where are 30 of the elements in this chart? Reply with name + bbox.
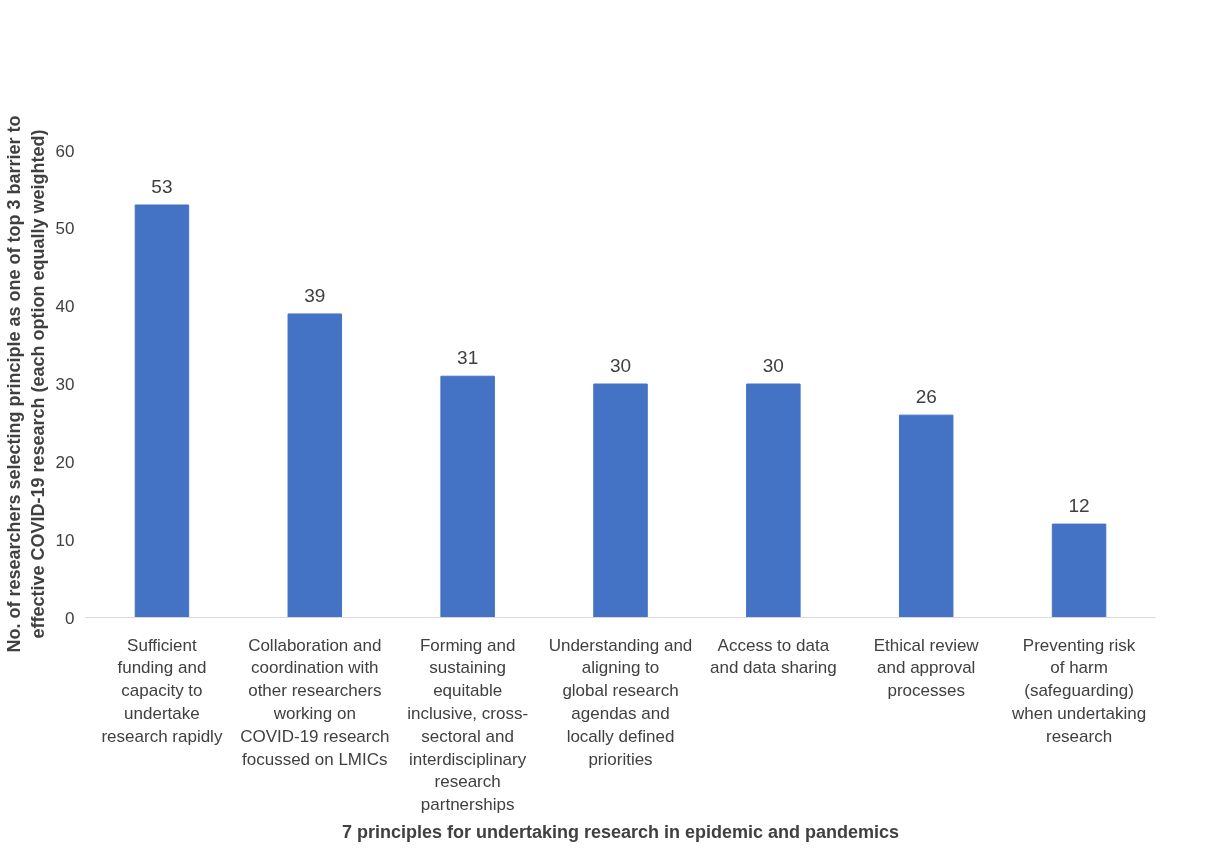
x-tick-label: Collaboration and coordination with other researchers working on COVID-19 research focussed on LMICs [240,635,390,769]
data-label: 39 [304,284,326,306]
bar [440,375,495,618]
bar [898,414,954,618]
x-tick-label: Ethical review and approval processes [873,635,980,701]
x-tick-label: Forming and sustaining equitable inclusive, cross-sectoral and interdisciplinary research partnerships [407,635,529,815]
y-tick-label: 30 [55,375,75,394]
x-tick-label: Access to data and data sharing [710,635,837,678]
bar [746,383,801,618]
y-tick-label: 0 [65,608,75,628]
bar [1051,523,1107,618]
data-label: 31 [457,347,479,369]
data-label: 30 [762,355,784,376]
x-tick-label: Understanding and aligning to global research agendas and locally defined priorities [548,635,693,769]
data-label: 53 [151,175,173,197]
y-tick-label: 20 [55,452,75,472]
bar [287,313,343,618]
x-axis-title: 7 principles for undertaking research in epidemic and pandemics [341,822,900,843]
data-label: 12 [1068,495,1090,517]
x-tick-label: Preventing risk of harm (safeguarding) when undertaking research [1010,635,1147,746]
y-tick-label: 40 [55,297,75,317]
y-tick-label: 10 [55,530,75,550]
y-tick-label: 50 [55,219,75,239]
y-axis-title: No. of researchers selecting principle as one of top 3 barrier to effective COVID-19 research (each option equally weighted) [3,115,48,653]
bar [134,204,190,618]
bar [593,383,648,618]
x-tick-label: Sufficient funding and capacity to undertake research rapidly [101,635,223,746]
y-tick-label: 60 [55,141,75,161]
data-label: 30 [609,355,632,376]
data-label: 26 [915,386,937,408]
